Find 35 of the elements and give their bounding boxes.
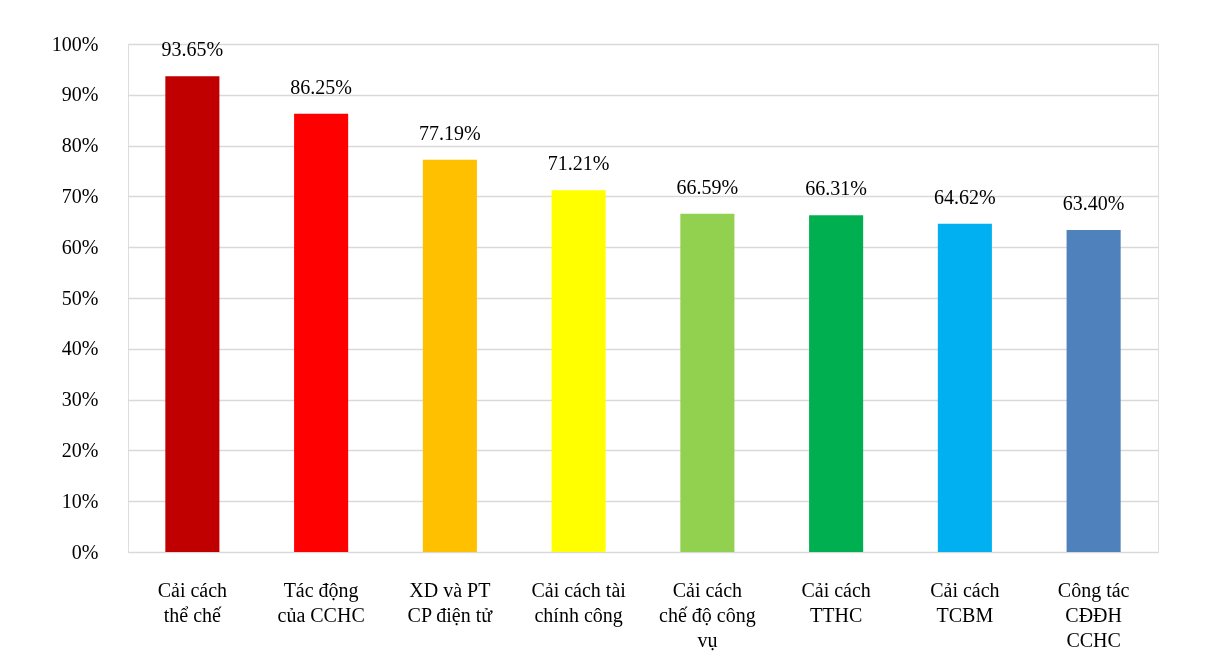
x-tick-label: Cải cách chế độ công vụ (659, 578, 756, 651)
bar (422, 159, 477, 552)
data-label: 64.62% (934, 185, 996, 208)
bar (937, 223, 992, 552)
x-tick-label: Tác động của CCHC (277, 578, 365, 626)
y-tick-label: 10% (61, 489, 99, 512)
data-label: 71.21% (547, 152, 610, 175)
data-label: 86.25% (290, 75, 352, 98)
bar (165, 76, 220, 552)
y-tick-label: 80% (61, 134, 99, 157)
y-tick-label: 70% (61, 184, 99, 207)
data-label: 66.31% (805, 177, 867, 200)
bar (809, 215, 864, 552)
y-tick-label: 50% (61, 286, 99, 309)
data-label: 66.59% (676, 175, 739, 198)
y-tick-label: 0% (71, 540, 99, 563)
bar (294, 113, 349, 552)
data-label: 77.19% (419, 121, 481, 144)
x-tick-label: Cải cách TTHC (801, 578, 871, 626)
x-tick-label: Công tác CĐĐH CCHC (1057, 578, 1130, 651)
data-label: 93.65% (161, 38, 224, 61)
y-tick-label: 60% (61, 235, 99, 258)
bar (551, 190, 606, 552)
x-tick-label: Cải cách TCBM (930, 578, 1000, 626)
y-tick-label: 20% (61, 438, 99, 461)
y-tick-label: 30% (61, 388, 99, 411)
x-tick-label: Cải cách tài chính công (531, 578, 627, 627)
bar (680, 213, 735, 552)
y-tick-label: 40% (61, 337, 99, 360)
x-tick-label: Cải cách thể chế (157, 578, 228, 626)
x-tick-label: XD và PT CP điện tử (407, 578, 494, 626)
y-tick-label: 100% (51, 32, 99, 55)
y-tick-label: 90% (61, 83, 99, 106)
bar (1066, 229, 1121, 552)
data-label: 63.40% (1062, 191, 1125, 214)
